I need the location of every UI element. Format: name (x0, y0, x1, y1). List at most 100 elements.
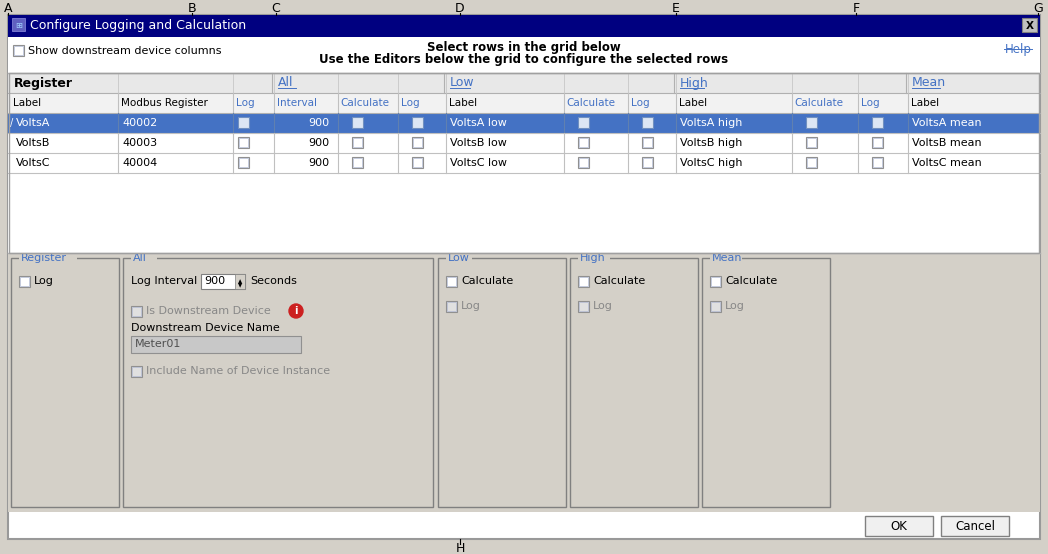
Bar (19, 276, 30, 287)
Text: ▲: ▲ (238, 280, 242, 285)
Text: VoltsA high: VoltsA high (680, 118, 742, 128)
Bar (353, 158, 362, 167)
Bar (201, 274, 245, 289)
Bar (643, 138, 652, 147)
Bar (709, 257, 742, 261)
Text: Interval: Interval (277, 98, 316, 108)
Bar (238, 137, 249, 148)
Text: Log Interval: Log Interval (131, 276, 197, 286)
Text: Calculate: Calculate (725, 276, 778, 286)
Text: Low: Low (447, 253, 470, 263)
Bar (578, 276, 589, 287)
Text: VoltsC mean: VoltsC mean (912, 158, 982, 168)
Bar (19, 257, 77, 261)
Text: Include Name of Device Instance: Include Name of Device Instance (146, 366, 330, 376)
Bar (238, 117, 249, 128)
Bar (8, 113, 1040, 133)
Bar (643, 158, 652, 167)
Text: VoltsA low: VoltsA low (450, 118, 507, 128)
Text: Show downstream device columns: Show downstream device columns (28, 45, 221, 55)
Bar (702, 258, 830, 507)
Text: 40002: 40002 (122, 118, 157, 128)
Text: ▼: ▼ (238, 284, 242, 289)
Bar (642, 137, 653, 148)
Bar (1022, 18, 1038, 32)
Bar (578, 137, 589, 148)
Bar (578, 257, 610, 261)
Text: Meter01: Meter01 (135, 339, 181, 349)
Bar (709, 301, 721, 312)
Bar (872, 157, 883, 168)
Bar (239, 158, 248, 167)
Bar (10, 258, 119, 507)
Text: Seconds: Seconds (250, 276, 297, 286)
Text: Label: Label (911, 98, 939, 108)
Text: Label: Label (449, 98, 477, 108)
Bar (642, 117, 653, 128)
Text: D: D (455, 2, 465, 14)
Text: Modbus Register: Modbus Register (121, 98, 208, 108)
Bar (807, 138, 816, 147)
Text: ⊞: ⊞ (15, 22, 22, 30)
Bar (20, 277, 29, 286)
Text: High: High (580, 253, 606, 263)
Bar (642, 157, 653, 168)
Bar (709, 276, 721, 287)
Text: Calculate: Calculate (461, 276, 514, 286)
Text: Calculate: Calculate (593, 276, 646, 286)
Bar (806, 117, 817, 128)
Text: All: All (133, 253, 147, 263)
Bar (123, 258, 433, 507)
Text: VoltsC low: VoltsC low (450, 158, 507, 168)
Bar (873, 138, 882, 147)
Text: E: E (672, 2, 680, 14)
Text: VoltsC high: VoltsC high (680, 158, 742, 168)
Bar (578, 277, 588, 286)
Bar (8, 253, 1040, 512)
Bar (865, 516, 933, 536)
Text: Log: Log (401, 98, 419, 108)
Bar (711, 277, 720, 286)
Bar (578, 301, 589, 312)
Bar (578, 302, 588, 311)
Text: Log: Log (631, 98, 650, 108)
Text: Help: Help (1005, 44, 1032, 57)
Text: Downstream Device Name: Downstream Device Name (131, 323, 280, 333)
Bar (239, 138, 248, 147)
Bar (447, 302, 456, 311)
Text: Low: Low (450, 76, 475, 90)
Bar (8, 173, 1040, 253)
Text: X: X (1026, 21, 1033, 31)
Text: Select rows in the grid below: Select rows in the grid below (428, 40, 620, 54)
Text: Mean: Mean (912, 76, 946, 90)
Bar (446, 276, 457, 287)
Bar (14, 46, 23, 55)
Text: All: All (278, 76, 293, 90)
Bar (8, 153, 1040, 173)
Text: VoltsA mean: VoltsA mean (912, 118, 982, 128)
Text: VoltsB: VoltsB (16, 138, 50, 148)
Text: i: i (294, 306, 298, 316)
Bar (352, 117, 363, 128)
Bar (8, 73, 1040, 93)
Bar (131, 366, 141, 377)
Text: Log: Log (725, 301, 745, 311)
Text: Log: Log (593, 301, 613, 311)
Bar (412, 157, 423, 168)
Bar (352, 157, 363, 168)
Text: Register: Register (14, 76, 73, 90)
Bar (570, 258, 698, 507)
Text: /: / (10, 118, 14, 128)
Bar (873, 158, 882, 167)
Text: VoltsB low: VoltsB low (450, 138, 507, 148)
Bar (578, 157, 589, 168)
Bar (438, 258, 566, 507)
Bar (353, 138, 362, 147)
Text: Calculate: Calculate (566, 98, 615, 108)
Bar (446, 257, 472, 261)
Bar (578, 117, 589, 128)
Bar (412, 137, 423, 148)
Text: Log: Log (861, 98, 879, 108)
Text: VoltsB mean: VoltsB mean (912, 138, 982, 148)
Text: VoltsC: VoltsC (16, 158, 50, 168)
